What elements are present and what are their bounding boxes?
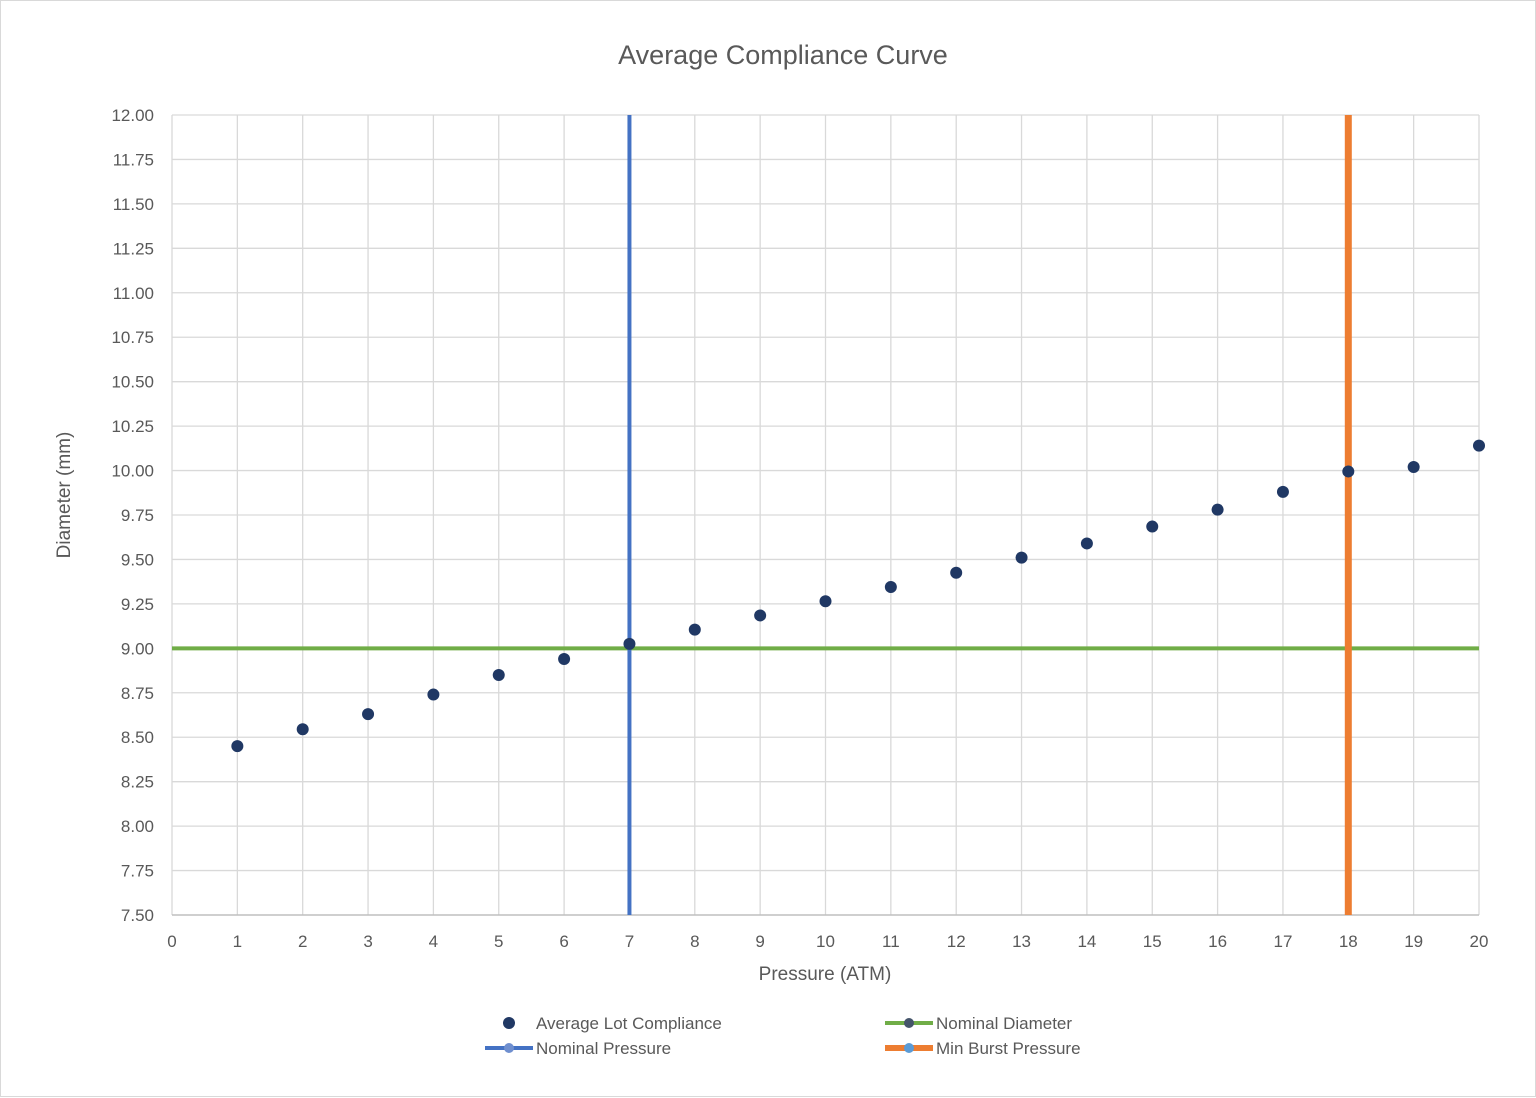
x-tick-label: 19 (1404, 932, 1423, 951)
y-tick-label: 11.50 (113, 195, 154, 214)
y-tick-label: 10.75 (111, 328, 154, 347)
data-point (1211, 503, 1224, 516)
data-point (492, 669, 505, 681)
x-tick-label: 6 (559, 932, 568, 951)
x-tick-label: 2 (298, 932, 307, 951)
data-point (558, 653, 571, 665)
data-point (1015, 551, 1028, 564)
x-tick-label: 3 (363, 932, 372, 951)
data-point (623, 637, 636, 650)
y-tick-label: 9.00 (121, 639, 154, 658)
data-point (362, 708, 375, 721)
y-tick-label: 11.25 (113, 239, 154, 258)
grid-layer (172, 114, 1480, 915)
legend-marker (904, 1043, 914, 1053)
y-tick-label: 11.00 (113, 284, 154, 303)
data-point (296, 723, 309, 736)
data-point (231, 740, 244, 753)
x-tick-label: 20 (1470, 932, 1489, 951)
data-point (1342, 465, 1355, 478)
y-tick-label: 10.50 (111, 373, 154, 392)
y-tick-label: 8.00 (121, 817, 154, 836)
data-point (1276, 485, 1289, 498)
x-tick-label: 15 (1143, 932, 1162, 951)
y-tick-label: 12.00 (111, 106, 154, 125)
legend-label: Min Burst Pressure (936, 1039, 1081, 1058)
axis-layer: 0 1 2 3 4 5 6 7 8 9 10 11 12 13 14 15 16 17 18 19 207.507.75… (111, 106, 1488, 951)
y-tick-label: 11.75 (113, 150, 154, 169)
data-point (688, 623, 701, 636)
data-point (950, 566, 963, 579)
data-point (884, 581, 897, 593)
y-axis-title: Diameter (mm) (54, 432, 75, 559)
x-tick-label: 14 (1077, 932, 1096, 951)
legend-marker (503, 1017, 515, 1029)
x-tick-label: 10 (816, 932, 835, 951)
data-point (754, 609, 767, 622)
x-tick-label: 7 (625, 932, 634, 951)
y-tick-label: 8.75 (121, 684, 154, 703)
x-tick-label: 16 (1208, 932, 1227, 951)
y-tick-label: 9.50 (121, 550, 154, 569)
x-tick-label: 17 (1273, 932, 1292, 951)
x-tick-label: 5 (494, 932, 503, 951)
legend: Average Lot Compliance Nominal Diameter No… (485, 1014, 1081, 1058)
y-tick-label: 9.25 (121, 595, 154, 614)
data-point (1080, 537, 1093, 550)
x-tick-label: 11 (882, 932, 900, 951)
legend-label: Nominal Pressure (536, 1039, 671, 1058)
x-axis-title: Pressure (ATM) (759, 964, 892, 985)
y-tick-label: 7.75 (121, 862, 154, 881)
y-tick-label: 8.50 (121, 728, 154, 747)
legend-label: Nominal Diameter (936, 1014, 1072, 1033)
y-tick-label: 10.00 (111, 462, 154, 481)
data-point (1473, 439, 1485, 452)
x-tick-label: 18 (1339, 932, 1358, 951)
data-point (1407, 461, 1420, 473)
x-tick-label: 8 (690, 932, 699, 951)
x-tick-label: 0 (167, 932, 176, 951)
y-tick-label: 7.50 (121, 906, 154, 925)
data-point (427, 688, 440, 701)
legend-marker (904, 1018, 914, 1028)
x-tick-label: 1 (233, 932, 242, 951)
x-tick-label: 12 (947, 932, 966, 951)
data-point (1146, 520, 1159, 533)
legend-label: Average Lot Compliance (536, 1014, 722, 1033)
x-tick-label: 4 (429, 932, 438, 951)
data-point (819, 595, 832, 608)
x-tick-label: 13 (1012, 932, 1031, 951)
chart-title: Average Compliance Curve (618, 40, 948, 70)
legend-marker (504, 1043, 514, 1053)
x-tick-label: 9 (755, 932, 764, 951)
y-tick-label: 9.75 (121, 506, 154, 525)
y-tick-label: 8.25 (121, 773, 154, 792)
series-layer (172, 115, 1485, 915)
y-tick-label: 10.25 (111, 417, 154, 436)
